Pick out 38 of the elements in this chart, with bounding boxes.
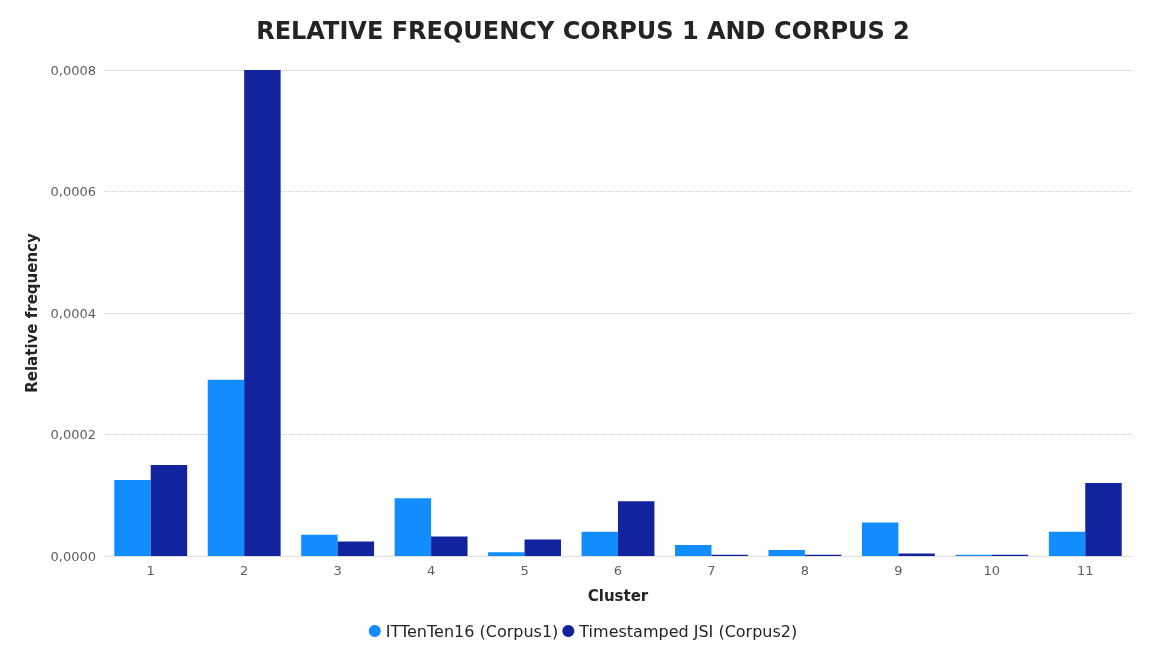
bar bbox=[1048, 531, 1086, 556]
bar bbox=[114, 480, 151, 556]
x-tick-label: 3 bbox=[333, 563, 342, 578]
bar bbox=[301, 534, 338, 556]
bar bbox=[675, 545, 712, 556]
bar bbox=[581, 531, 618, 556]
bar bbox=[431, 536, 468, 556]
legend-label: Timestamped JSI (Corpus2) bbox=[578, 621, 798, 641]
y-tick-label: 0,0004 bbox=[50, 305, 96, 321]
chart-title: RELATIVE FREQUENCY CORPUS 1 AND CORPUS 2 bbox=[256, 17, 910, 45]
bar bbox=[768, 549, 805, 556]
x-tick-label: 7 bbox=[707, 563, 716, 578]
y-tick-label: 0,0008 bbox=[50, 62, 96, 78]
x-tick-label: 6 bbox=[613, 563, 623, 578]
bar bbox=[394, 498, 432, 556]
y-tick-label: 0,0002 bbox=[50, 427, 96, 442]
bar bbox=[150, 464, 188, 556]
x-axis-title: Cluster bbox=[587, 586, 649, 605]
x-tick-label: 5 bbox=[520, 563, 529, 578]
bar bbox=[861, 522, 899, 556]
bar bbox=[244, 70, 281, 556]
legend-label: ITTenTen16 (Corpus1) bbox=[385, 621, 559, 641]
y-tick-label: 0,0000 bbox=[50, 548, 96, 564]
x-tick-label: 10 bbox=[983, 563, 1001, 578]
x-tick-label: 9 bbox=[894, 563, 903, 578]
y-axis-title: Relative frequency bbox=[23, 233, 42, 393]
bar bbox=[1085, 483, 1122, 556]
bar bbox=[488, 552, 525, 556]
bar bbox=[618, 501, 655, 556]
y-tick-label: 0,0006 bbox=[50, 184, 96, 199]
x-tick-label: 8 bbox=[800, 563, 810, 578]
bar bbox=[207, 379, 245, 556]
bar bbox=[524, 539, 561, 556]
x-tick-label: 1 bbox=[146, 563, 155, 578]
x-tick-label: 11 bbox=[1077, 563, 1094, 578]
bar bbox=[337, 541, 375, 556]
x-tick-label: 2 bbox=[240, 563, 249, 578]
x-tick-label: 4 bbox=[426, 563, 436, 578]
